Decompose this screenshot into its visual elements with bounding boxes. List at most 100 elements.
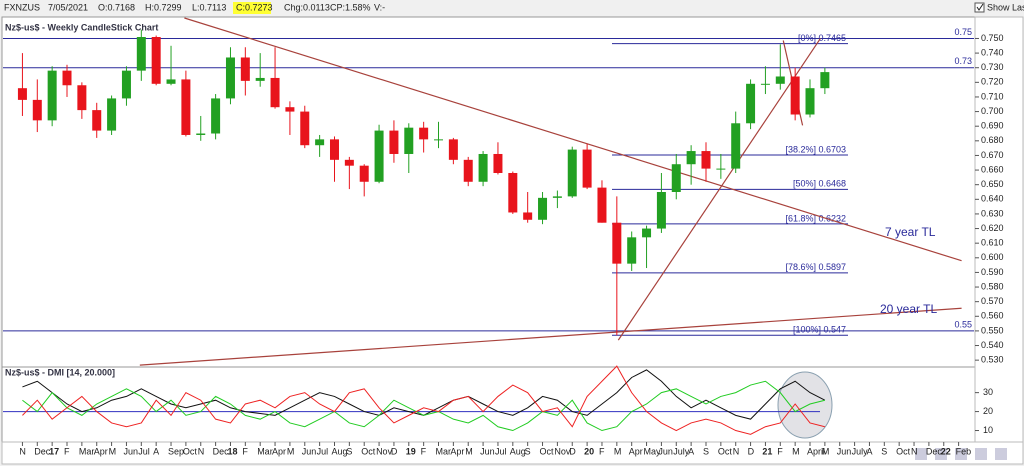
close-highlight xyxy=(233,2,271,14)
trendline xyxy=(184,17,962,262)
candle-body xyxy=(17,88,27,100)
y-tick-label: 0.590 xyxy=(981,267,1004,277)
y-tick-label: 0.560 xyxy=(981,311,1004,321)
x-tick-label: Dec xyxy=(34,446,51,456)
y-tick-label: 0.620 xyxy=(981,223,1004,233)
candle-body xyxy=(270,77,280,108)
y-tick-label: 0.640 xyxy=(981,194,1004,204)
x-tick-label: M xyxy=(109,446,117,456)
x-tick-label: Feb xyxy=(956,446,972,456)
x-tick-label: F xyxy=(242,446,248,456)
x-tick-label: Apr xyxy=(272,446,286,456)
x-tick-label: S xyxy=(881,446,887,456)
show-last-checkbox[interactable] xyxy=(974,2,985,13)
level-label: 0.55 xyxy=(954,319,972,329)
candle-body xyxy=(760,83,770,85)
x-tick-label: 22 xyxy=(941,446,951,456)
x-tick-label: Dec xyxy=(213,446,230,456)
candle-body xyxy=(582,149,592,188)
candle-body xyxy=(47,70,57,121)
candle-body xyxy=(656,192,666,229)
y-tick-label: 0.610 xyxy=(981,238,1004,248)
candle-body xyxy=(731,123,741,169)
y-tick-label: 0.580 xyxy=(981,281,1004,291)
candle-body xyxy=(196,133,206,135)
symbol: FXNZUS xyxy=(4,2,40,12)
x-tick-label: 18 xyxy=(227,446,237,456)
trendline xyxy=(139,307,962,366)
y-tick-label: 0.750 xyxy=(981,33,1004,43)
high: H:0.7299 xyxy=(145,2,182,12)
x-tick-label: Jul xyxy=(317,446,329,456)
candle-body xyxy=(493,153,503,173)
y-tick-label: 0.740 xyxy=(981,47,1004,57)
x-tick-label: Nov xyxy=(554,446,571,456)
y-tick-label: 0.710 xyxy=(981,91,1004,101)
candle-body xyxy=(686,151,696,165)
candle-body xyxy=(389,130,399,154)
show-last-label[interactable]: Show Last xyxy=(987,2,1024,12)
fib-label: [38.2%] 0.6703 xyxy=(785,144,846,154)
candle-body xyxy=(627,237,637,264)
fib-label: [100%] 0.547 xyxy=(793,325,846,335)
price-axis xyxy=(974,16,1024,443)
candle-body xyxy=(419,127,429,140)
y-tick-label: 0.730 xyxy=(981,62,1004,72)
x-tick-label: D xyxy=(391,446,398,456)
trendline-label: 7 year TL xyxy=(885,225,936,239)
y-tick-label: 0.660 xyxy=(981,164,1004,174)
x-tick-label: Oct xyxy=(183,446,198,456)
toolbar-icon[interactable] xyxy=(955,448,967,460)
x-tick-label: Apr xyxy=(629,446,643,456)
candle-body xyxy=(344,159,354,166)
y-tick-label: 0.600 xyxy=(981,252,1004,262)
y-tick-label: 0.630 xyxy=(981,208,1004,218)
change-percent: CP:1.58% xyxy=(330,2,371,12)
x-tick-label: F xyxy=(421,446,427,456)
candle-body xyxy=(166,79,176,84)
x-tick-label: Oct xyxy=(540,446,555,456)
x-tick-label: A xyxy=(688,446,694,456)
x-tick-label: Sep xyxy=(168,446,184,456)
x-tick-label: F xyxy=(777,446,783,456)
toolbar-icon[interactable] xyxy=(995,448,1007,460)
x-tick-label: 21 xyxy=(762,446,772,456)
x-tick-label: Jul xyxy=(138,446,150,456)
x-tick-label: Jun xyxy=(480,446,495,456)
x-tick-label: Jun xyxy=(837,446,852,456)
candle-body xyxy=(107,98,117,131)
candle-body xyxy=(225,57,235,99)
x-tick-label: S xyxy=(703,446,709,456)
candle-body xyxy=(642,228,652,238)
x-tick-label: Mar xyxy=(257,446,273,456)
toolbar-icon[interactable] xyxy=(975,448,987,460)
candle-body xyxy=(359,165,369,182)
candle-body xyxy=(567,149,577,197)
candle-body xyxy=(121,70,131,99)
x-tick-label: 19 xyxy=(406,446,416,456)
toolbar-icon[interactable] xyxy=(915,448,927,460)
x-tick-label: July xyxy=(852,446,869,456)
candle-body xyxy=(463,159,473,182)
dmi-line xyxy=(22,365,825,435)
y-tick-label: 0.550 xyxy=(981,325,1004,335)
x-tick-label: A xyxy=(866,446,872,456)
candle-body xyxy=(285,107,295,112)
x-tick-label: N xyxy=(19,446,26,456)
close: C:0.7273 xyxy=(236,2,273,12)
candle-body xyxy=(240,57,250,81)
toolbar-icon[interactable] xyxy=(935,448,947,460)
x-tick-label: Mar xyxy=(436,446,452,456)
candle-body xyxy=(151,37,161,84)
x-tick-label: Jun xyxy=(123,446,138,456)
y-tick-label: 0.680 xyxy=(981,135,1004,145)
candle-body xyxy=(805,88,815,115)
candle-body xyxy=(523,212,533,220)
dmi-line xyxy=(22,380,825,432)
x-tick-label: N xyxy=(198,446,205,456)
x-tick-label: Oct xyxy=(896,446,911,456)
x-tick-label: M xyxy=(465,446,473,456)
y-tick-label: 0.700 xyxy=(981,106,1004,116)
fib-label: [50%] 0.6468 xyxy=(793,179,846,189)
y-tick-label: 0.720 xyxy=(981,77,1004,87)
